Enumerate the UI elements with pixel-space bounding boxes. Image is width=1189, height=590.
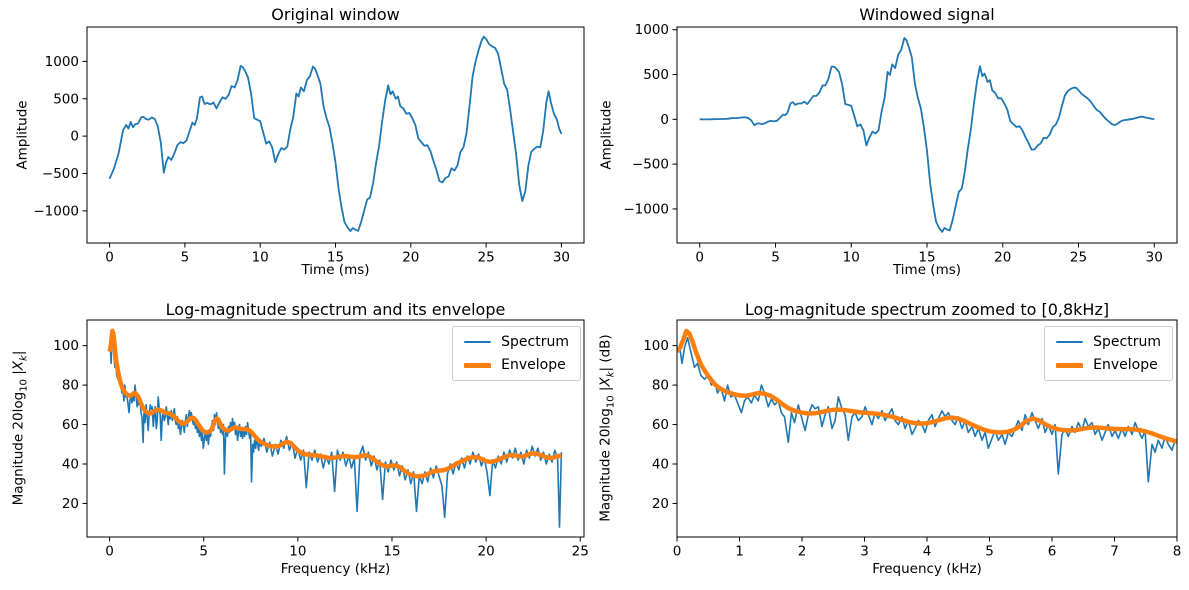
x-tick-label: 5 <box>181 250 190 266</box>
y-tick-label: 60 <box>62 417 79 433</box>
y-tick-label: −1000 <box>33 203 79 219</box>
y-axis-label: Amplitude <box>598 100 615 170</box>
x-axis-label: Frequency (kHz) <box>872 561 982 577</box>
x-tick-label: 0 <box>673 544 682 560</box>
y-tick-label: 40 <box>62 457 79 473</box>
legend-label: Envelope <box>1093 357 1158 373</box>
x-tick-label: 3 <box>860 544 869 560</box>
y-tick-label: −1000 <box>623 201 669 217</box>
windowed-signal-plot: 0 5 10 15 20 25 30 −1000 −500 0 500 1000 <box>623 22 1178 266</box>
x-tick-label: 25 <box>572 544 589 560</box>
x-tick-label: 15 <box>383 544 400 560</box>
x-tick-label: 4 <box>923 544 932 560</box>
x-tick-label: 8 <box>1173 544 1182 560</box>
subplot-log-magnitude-spectrum: 0 5 10 15 20 25 20 40 60 80 100 Log-magnitude spec… <box>0 295 594 590</box>
legend-label: Envelope <box>501 357 566 373</box>
y-tick-label: 0 <box>660 112 669 128</box>
x-tick-label: 10 <box>289 544 306 560</box>
x-tick-label: 15 <box>327 250 344 266</box>
y-tick-label: 80 <box>62 378 79 394</box>
x-tick-label: 2 <box>798 544 807 560</box>
chart-title: Log-magnitude spectrum zoomed to [0,8kHz… <box>744 300 1110 319</box>
y-tick-label: −500 <box>632 157 669 173</box>
series-windowed-waveform <box>699 37 1155 233</box>
x-tick-label: 5 <box>771 250 780 266</box>
axes-frame <box>86 26 585 244</box>
subplot-original-window: 0 5 10 15 20 25 30 −1000 −500 0 500 1000 Original w… <box>0 0 594 295</box>
y-tick-label: 80 <box>652 378 669 394</box>
legend-item-spectrum: Spectrum <box>1056 334 1161 350</box>
chart-title: Log-magnitude spectrum and its envelope <box>165 300 506 319</box>
x-tick-label: 25 <box>478 250 495 266</box>
legend-label: Spectrum <box>1093 334 1161 350</box>
legend-item-spectrum: Spectrum <box>464 334 569 350</box>
series-spectrum <box>108 336 563 528</box>
y-tick-label: 100 <box>643 338 669 354</box>
envelope-line-swatch <box>1056 362 1084 368</box>
x-tick-label: 20 <box>478 544 495 560</box>
series-envelope <box>107 328 562 479</box>
legend-item-envelope: Envelope <box>464 357 569 373</box>
y-tick-label: 500 <box>53 91 79 107</box>
spectrum-line-swatch <box>464 340 492 344</box>
x-tick-label: 6 <box>1048 544 1057 560</box>
y-tick-label: 0 <box>70 129 79 145</box>
legend: Spectrum Envelope <box>1044 326 1173 381</box>
x-tick-label: 5 <box>985 544 994 560</box>
legend-item-envelope: Envelope <box>1056 357 1161 373</box>
y-tick-label: 500 <box>643 67 669 83</box>
y-tick-label: 20 <box>652 496 669 512</box>
x-tick-label: 5 <box>199 544 208 560</box>
x-tick-label: 30 <box>1146 250 1163 266</box>
axes-frame <box>86 319 585 538</box>
x-tick-label: 7 <box>1110 544 1119 560</box>
y-tick-label: 40 <box>652 457 669 473</box>
chart-title: Original window <box>271 5 400 24</box>
y-tick-label: 1000 <box>635 22 669 38</box>
y-axis-label: Amplitude <box>14 100 31 170</box>
x-tick-label: 10 <box>252 250 269 266</box>
axes-frame <box>676 26 1178 244</box>
x-tick-label: 0 <box>105 250 114 266</box>
axes-frame <box>676 319 1178 538</box>
envelope-line-swatch <box>464 362 492 368</box>
subplot-windowed-signal: 0 5 10 15 20 25 30 −1000 −500 0 500 1000 Windowed s… <box>594 0 1188 295</box>
series-waveform <box>108 35 563 232</box>
x-tick-label: 20 <box>402 250 419 266</box>
original-window-plot: 0 5 10 15 20 25 30 −1000 −500 0 500 1000 <box>33 26 585 266</box>
spectrum-envelope-plot: 0 5 10 15 20 25 20 40 60 80 100 <box>53 319 589 560</box>
y-tick-label: −500 <box>42 166 79 182</box>
y-tick-label: 60 <box>652 417 669 433</box>
x-tick-label: 20 <box>994 250 1011 266</box>
x-tick-label: 0 <box>695 250 704 266</box>
x-axis-label: Time (ms) <box>892 262 962 278</box>
series-envelope <box>677 328 1177 444</box>
x-tick-label: 25 <box>1070 250 1087 266</box>
y-tick-label: 1000 <box>45 54 79 70</box>
x-axis-label: Time (ms) <box>301 262 370 278</box>
x-tick-label: 1 <box>735 544 744 560</box>
x-tick-label: 0 <box>105 544 114 560</box>
x-tick-label: 10 <box>843 250 860 266</box>
x-tick-label: 15 <box>918 250 935 266</box>
x-axis-label: Frequency (kHz) <box>280 561 391 577</box>
spectrum-line-swatch <box>1056 340 1084 344</box>
chart-title: Windowed signal <box>859 5 995 24</box>
y-tick-label: 100 <box>53 338 79 354</box>
series-spectrum <box>677 336 1177 483</box>
x-tick-label: 30 <box>553 250 570 266</box>
y-axis-label: Magnitude 20log10 |Xk| (dB) <box>597 334 617 522</box>
y-axis-label: Magnitude 20log10 |Xk| <box>10 350 30 506</box>
y-tick-label: 20 <box>62 496 79 512</box>
legend-label: Spectrum <box>501 334 569 350</box>
subplot-spectrum-zoomed: 0 1 2 3 4 5 6 7 8 20 40 60 80 100 Log-magnitude spect… <box>594 295 1188 590</box>
spectrum-zoomed-plot: 0 1 2 3 4 5 6 7 8 20 40 60 80 100 <box>643 319 1182 560</box>
legend: Spectrum Envelope <box>452 326 581 381</box>
